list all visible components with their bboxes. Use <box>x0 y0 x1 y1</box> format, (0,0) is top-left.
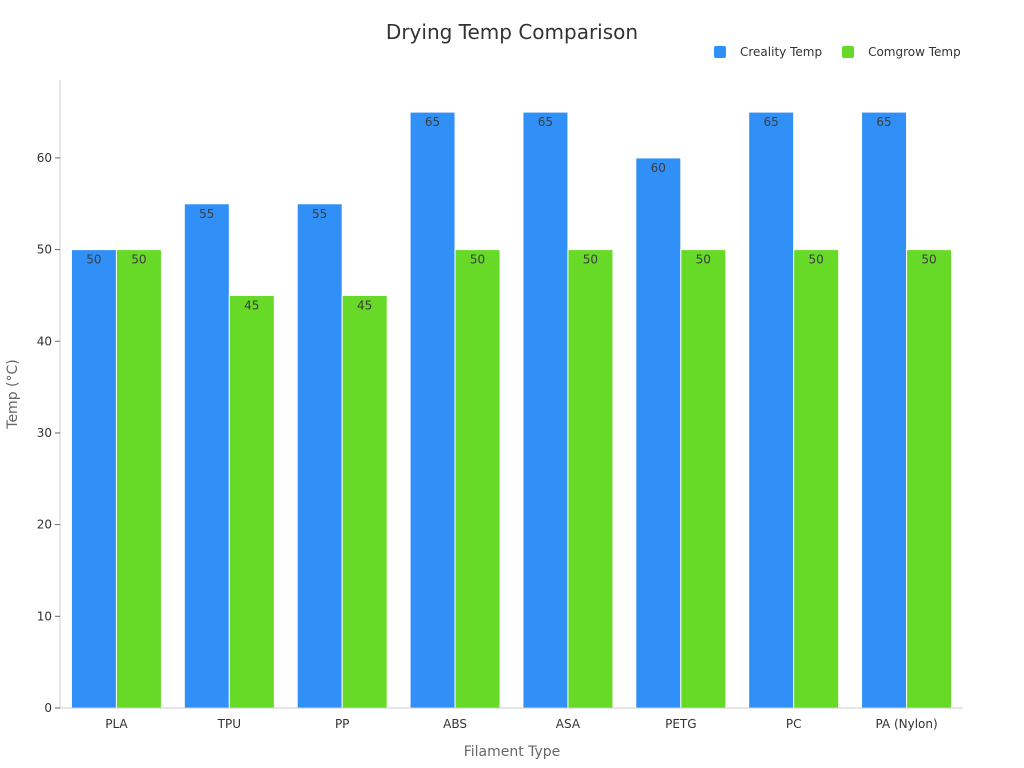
bar-comgrow-7[interactable] <box>906 249 953 709</box>
data-label-creality-4: 65 <box>538 115 553 129</box>
data-labels-layer: 50 50 55 45 55 45 65 50 65 50 60 50 65 50 65 50 <box>86 115 936 312</box>
data-label-creality-0: 50 <box>86 253 101 267</box>
bars-layer <box>70 111 953 709</box>
data-label-creality-2: 55 <box>312 207 327 221</box>
legend-label-comgrow: Comgrow Temp <box>868 45 961 59</box>
y-tick-label-60: 60 <box>37 151 52 165</box>
bar-creality-4[interactable] <box>522 111 569 709</box>
bar-creality-0[interactable] <box>70 249 117 709</box>
data-label-creality-7: 65 <box>876 115 891 129</box>
data-label-comgrow-7: 50 <box>921 253 936 267</box>
y-tick-label-40: 40 <box>37 334 52 348</box>
x-tick-label-4: ASA <box>556 717 581 731</box>
data-label-comgrow-1: 45 <box>244 298 259 312</box>
data-label-creality-6: 65 <box>764 115 779 129</box>
legend-item-creality[interactable]: Creality Temp <box>714 45 822 59</box>
bar-creality-7[interactable] <box>861 111 908 709</box>
y-tick-label-0: 0 <box>44 701 52 715</box>
data-label-comgrow-0: 50 <box>131 253 146 267</box>
legend-item-comgrow[interactable]: Comgrow Temp <box>842 45 961 59</box>
data-label-comgrow-3: 50 <box>470 253 485 267</box>
bar-comgrow-4[interactable] <box>567 249 614 709</box>
bar-comgrow-0[interactable] <box>115 249 162 709</box>
bar-creality-5[interactable] <box>635 157 682 709</box>
bar-creality-2[interactable] <box>296 203 343 709</box>
legend-swatch-comgrow <box>842 46 855 58</box>
data-label-creality-5: 60 <box>651 161 666 175</box>
chart-legend: Creality Temp Comgrow Temp <box>714 45 981 59</box>
x-tick-label-2: PP <box>335 717 349 731</box>
bar-comgrow-5[interactable] <box>680 249 727 709</box>
axes-layer: PLA TPU PP ABS ASA PETG PC PA (Nylon) 0 10 20 30 40 5… <box>37 80 963 731</box>
x-axis-title: Filament Type <box>464 744 561 760</box>
y-tick-label-50: 50 <box>37 243 52 257</box>
bar-comgrow-1[interactable] <box>228 294 275 709</box>
bar-creality-1[interactable] <box>183 203 230 709</box>
bar-comgrow-3[interactable] <box>454 249 501 709</box>
y-tick-label-30: 30 <box>37 426 52 440</box>
x-tick-label-3: ABS <box>443 717 467 731</box>
bar-creality-3[interactable] <box>409 111 456 709</box>
bar-comgrow-2[interactable] <box>341 294 388 709</box>
data-label-comgrow-2: 45 <box>357 298 372 312</box>
y-axis-title: Temp (°C) <box>5 359 21 429</box>
data-label-comgrow-6: 50 <box>809 253 824 267</box>
y-tick-label-20: 20 <box>37 518 52 532</box>
x-tick-label-6: PC <box>786 717 802 731</box>
bar-creality-6[interactable] <box>748 111 795 709</box>
bar-comgrow-6[interactable] <box>793 249 840 709</box>
data-label-comgrow-5: 50 <box>696 253 711 267</box>
x-tick-label-1: TPU <box>217 717 241 731</box>
data-label-comgrow-4: 50 <box>583 253 598 267</box>
x-tick-label-0: PLA <box>105 717 128 731</box>
y-tick-label-10: 10 <box>37 609 52 623</box>
legend-label-creality: Creality Temp <box>740 45 823 59</box>
data-label-creality-3: 65 <box>425 115 440 129</box>
x-tick-label-7: PA (Nylon) <box>875 717 937 731</box>
x-tick-label-5: PETG <box>665 717 696 731</box>
data-label-creality-1: 55 <box>199 207 214 221</box>
chart-title: Drying Temp Comparison <box>385 20 639 44</box>
legend-swatch-creality <box>714 46 726 58</box>
